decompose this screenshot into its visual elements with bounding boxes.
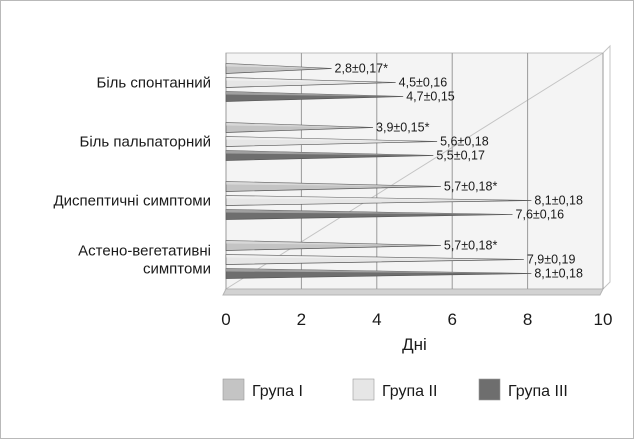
legend-label: Група II xyxy=(382,383,437,400)
bar-highlight xyxy=(226,63,332,69)
x-tick-label: 2 xyxy=(297,310,306,329)
category-label: Астено-вегетативні xyxy=(78,243,211,260)
bar xyxy=(225,136,438,147)
bar xyxy=(225,254,524,265)
legend-item: Група II xyxy=(352,378,437,401)
category-labels-group: Біль спонтанний Біль пальпаторний Диспепти… xyxy=(53,75,211,278)
plot-floor xyxy=(222,288,604,296)
x-tick-label: 6 xyxy=(447,310,456,329)
bar xyxy=(225,195,532,206)
category-label: симптоми xyxy=(143,261,211,278)
gridlines xyxy=(225,53,604,289)
x-tick-label: 0 xyxy=(221,310,230,329)
data-label: 5,6±0,18 xyxy=(440,135,489,149)
data-label: 8,1±0,18 xyxy=(534,194,583,208)
legend-swatch xyxy=(352,378,375,401)
bars-group xyxy=(225,63,532,279)
bar xyxy=(225,77,396,88)
x-tick-label: 10 xyxy=(594,310,613,329)
bar-highlight xyxy=(226,122,374,128)
legend: Група I Група II Група III xyxy=(222,378,568,401)
data-label: 7,9±0,19 xyxy=(527,253,576,267)
legend-item: Група I xyxy=(222,378,303,401)
bar xyxy=(225,240,441,251)
bar xyxy=(225,122,374,133)
data-label: 3,9±0,15* xyxy=(376,121,430,135)
bar-highlight xyxy=(226,240,441,246)
bar xyxy=(225,91,404,102)
data-label: 7,6±0,16 xyxy=(516,208,565,222)
data-label: 4,7±0,15 xyxy=(406,90,455,104)
bar-highlight xyxy=(226,209,513,215)
legend-swatch xyxy=(222,378,245,401)
data-label: 5,7±0,18* xyxy=(444,180,498,194)
plot-area xyxy=(222,44,611,296)
x-tick-labels-group: 0 2 4 6 8 10 xyxy=(221,310,612,329)
legend-label: Група I xyxy=(252,383,303,400)
bar-highlight xyxy=(226,136,438,142)
x-tick-label: 8 xyxy=(523,310,532,329)
category-label: Біль пальпаторний xyxy=(79,134,211,151)
bar-highlight xyxy=(226,181,441,187)
bar-highlight xyxy=(226,254,524,260)
legend-swatch xyxy=(478,378,501,401)
data-label: 5,5±0,17 xyxy=(436,149,485,163)
bar xyxy=(225,63,332,74)
data-label: 5,7±0,18* xyxy=(444,239,498,253)
x-axis-title: Дні xyxy=(402,335,427,354)
legend-label: Група III xyxy=(508,383,568,400)
data-label: 8,1±0,18 xyxy=(534,267,583,281)
bar-highlight xyxy=(226,77,396,83)
bar-highlight xyxy=(226,195,532,201)
bar xyxy=(225,150,434,161)
legend-item: Група III xyxy=(478,378,568,401)
category-label: Біль спонтанний xyxy=(96,75,211,92)
data-label: 2,8±0,17* xyxy=(335,62,389,76)
bar xyxy=(225,209,513,220)
bar xyxy=(225,268,532,279)
bar xyxy=(225,181,441,192)
bar-highlight xyxy=(226,268,532,274)
bar-highlight xyxy=(226,150,434,156)
bar-highlight xyxy=(226,91,404,97)
data-label: 4,5±0,16 xyxy=(399,76,448,90)
category-label: Диспептичні симптоми xyxy=(53,193,211,210)
x-tick-label: 4 xyxy=(372,310,381,329)
data-labels-group: 2,8±0,17* 4,5±0,164,7±0,15 3,9±0,15* 5,6±0,… xyxy=(335,62,583,281)
